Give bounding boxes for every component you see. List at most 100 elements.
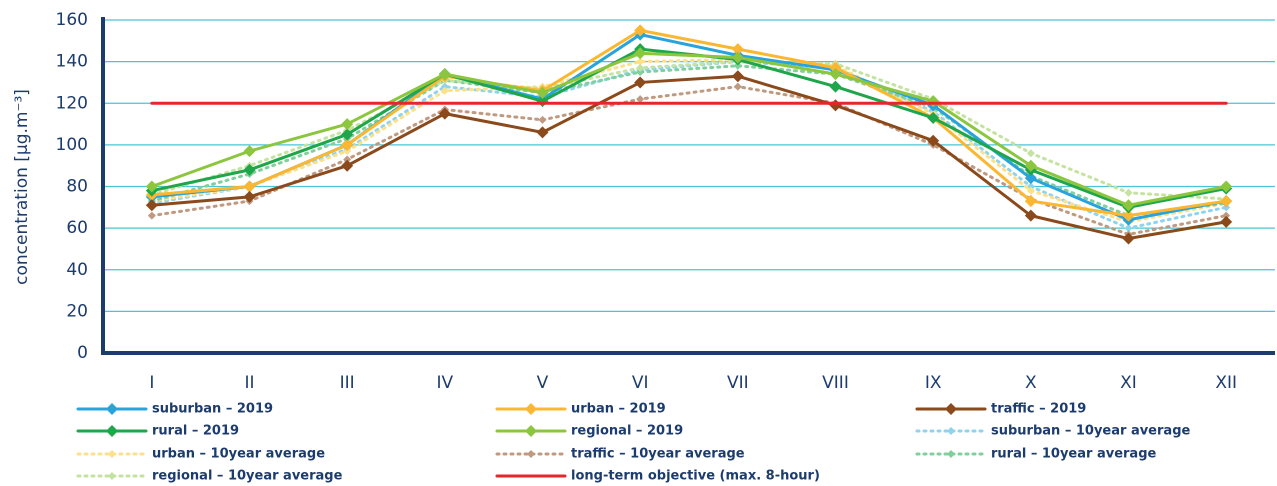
data-point [243, 190, 256, 203]
data-point [536, 86, 549, 99]
legend-marker [106, 403, 118, 415]
data-point [145, 180, 158, 193]
legend-marker [106, 425, 118, 437]
x-tick-label: VI [632, 373, 649, 393]
legend-marker [527, 450, 535, 458]
data-point [536, 126, 549, 139]
y-tick-label: 160 [56, 10, 88, 30]
data-point [829, 68, 842, 81]
x-tick-label: VIII [822, 373, 849, 393]
data-point [243, 163, 256, 176]
legend-marker [947, 450, 955, 458]
x-tick-label: IV [437, 373, 454, 393]
data-point [440, 86, 449, 95]
data-point [731, 51, 744, 64]
x-tick-label: XII [1215, 373, 1237, 393]
data-point [927, 134, 940, 147]
data-point [1122, 209, 1135, 222]
legend-marker [108, 472, 116, 480]
data-point [145, 199, 158, 212]
data-point [538, 115, 547, 124]
data-point [341, 159, 354, 172]
data-point [1024, 195, 1037, 208]
y-axis-label: concentration [µg.m⁻³] [12, 89, 32, 285]
data-point [1222, 211, 1231, 220]
data-point [1026, 182, 1035, 191]
data-point [1122, 232, 1135, 245]
legend-label: regional – 10year average [152, 469, 343, 484]
data-point [636, 57, 645, 66]
legend-label: urban – 2019 [571, 402, 666, 417]
data-point [343, 155, 352, 164]
y-tick-label: 20 [66, 301, 88, 321]
data-point [731, 70, 744, 83]
legend-marker [945, 403, 957, 415]
x-tick-label: X [1025, 373, 1037, 393]
data-point [1220, 215, 1233, 228]
y-tick-label: 60 [66, 218, 88, 238]
data-point [636, 68, 645, 77]
data-point [1026, 186, 1035, 195]
y-tick-label: 140 [56, 52, 88, 72]
data-point [634, 24, 647, 37]
data-point [1124, 188, 1133, 197]
legend-label: urban – 10year average [152, 447, 325, 462]
x-tick-label: III [340, 373, 355, 393]
y-tick-label: 120 [56, 93, 88, 113]
data-point [1220, 195, 1233, 208]
data-point [1222, 203, 1231, 212]
data-point [440, 82, 449, 91]
series-line [150, 47, 1228, 209]
legend-label: traffic – 10year average [571, 447, 745, 462]
series-line [150, 74, 1228, 241]
data-point [1122, 199, 1135, 212]
y-tick-label: 80 [66, 177, 88, 197]
data-point [1026, 149, 1035, 158]
x-tick-label: V [537, 373, 549, 393]
data-point [731, 43, 744, 56]
x-tick-label: IX [925, 373, 942, 393]
y-tick-label: 100 [56, 135, 88, 155]
data-point [636, 95, 645, 104]
data-point [243, 145, 256, 158]
data-point [438, 107, 451, 120]
series-line [150, 33, 1228, 222]
legend-label: rural – 2019 [152, 424, 239, 439]
data-point [343, 147, 352, 156]
data-point [341, 118, 354, 131]
data-point [636, 63, 645, 72]
legend-marker [947, 427, 955, 435]
data-point [634, 47, 647, 60]
data-point [829, 80, 842, 93]
data-point [1220, 180, 1233, 193]
data-point [634, 76, 647, 89]
y-tick-label: 40 [66, 260, 88, 280]
data-point [1024, 172, 1037, 185]
data-point [341, 128, 354, 141]
data-point [438, 68, 451, 81]
series-line [150, 64, 1228, 218]
series-line [150, 28, 1228, 218]
y-tick-label: 0 [77, 343, 88, 363]
x-tick-label: XI [1120, 373, 1137, 393]
data-point [341, 138, 354, 151]
x-tick-label: II [244, 373, 254, 393]
legend-marker [525, 403, 537, 415]
legend-label: long-term objective (max. 8-hour) [571, 469, 820, 484]
series-line [150, 60, 1228, 201]
data-point [1024, 159, 1037, 172]
legend-label: rural – 10year average [991, 447, 1157, 462]
series-line [150, 51, 1228, 207]
data-point [733, 61, 742, 70]
data-point [243, 180, 256, 193]
legend-label: suburban – 10year average [991, 424, 1190, 439]
legend-label: regional – 2019 [571, 424, 683, 439]
data-point [829, 99, 842, 112]
legend-label: traffic – 2019 [991, 402, 1086, 417]
data-point [147, 211, 156, 220]
data-point [829, 61, 842, 74]
data-point [1024, 209, 1037, 222]
legend-label: suburban – 2019 [152, 402, 273, 417]
data-point [1124, 224, 1133, 233]
